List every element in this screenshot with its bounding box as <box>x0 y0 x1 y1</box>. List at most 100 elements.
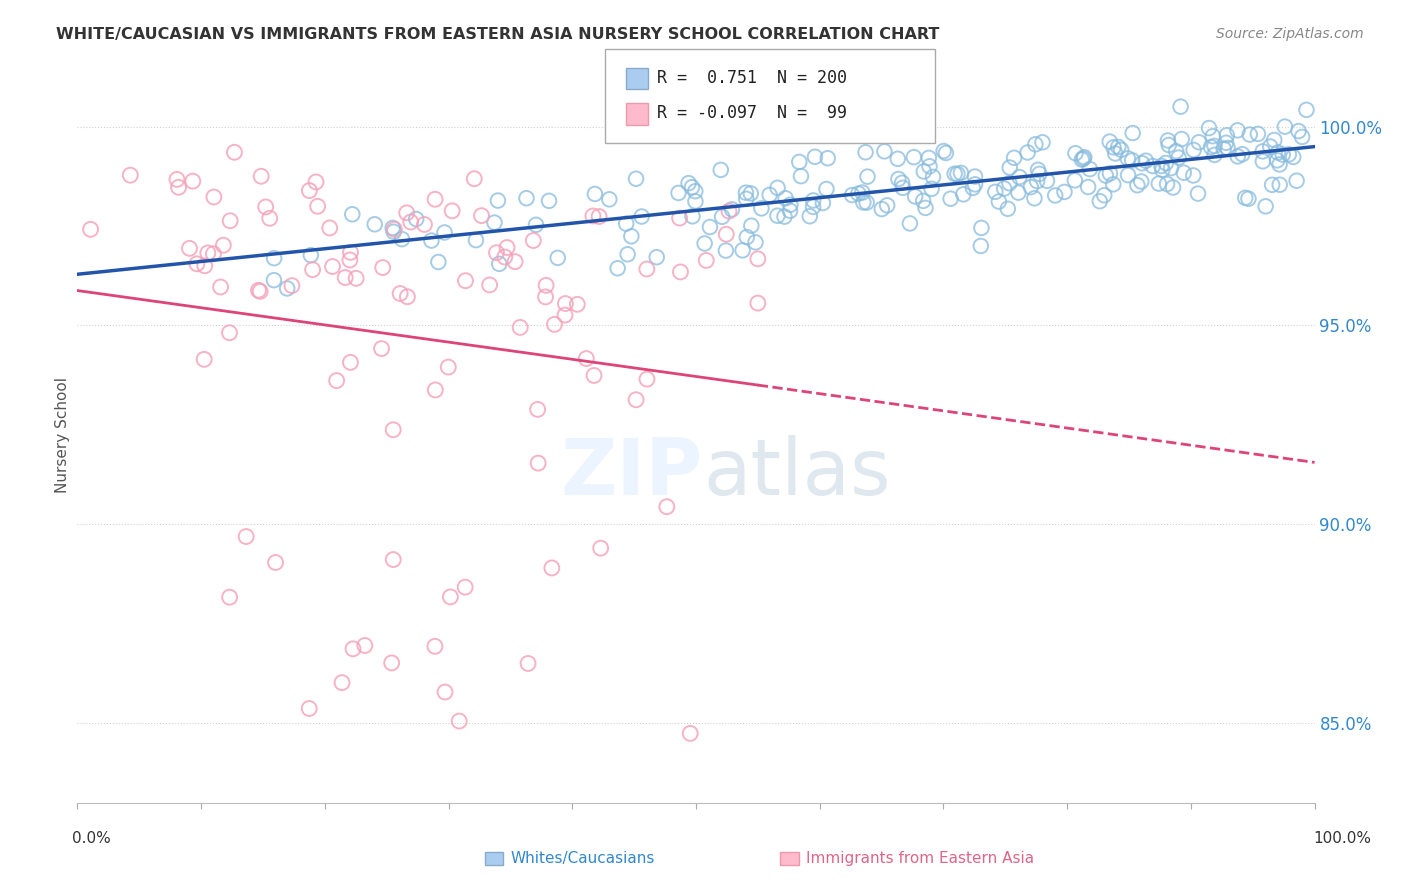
Point <box>247 283 270 297</box>
Point <box>891 181 914 195</box>
Point <box>699 219 721 234</box>
Point <box>1026 162 1049 177</box>
Point <box>381 220 404 235</box>
Point <box>526 402 548 417</box>
Point <box>1150 159 1173 173</box>
Point <box>517 657 540 671</box>
Point <box>449 714 471 728</box>
Point <box>1226 123 1249 137</box>
Text: Immigrants from Eastern Asia: Immigrants from Eastern Asia <box>806 852 1033 866</box>
Point <box>1019 180 1042 194</box>
Point <box>1154 156 1177 170</box>
Point <box>1036 174 1059 188</box>
Point <box>645 250 668 264</box>
Point <box>716 227 738 242</box>
Point <box>186 257 208 271</box>
Point <box>1098 135 1121 149</box>
Point <box>1182 169 1205 183</box>
Point <box>588 210 610 224</box>
Point <box>1026 174 1049 188</box>
Point <box>583 368 606 383</box>
Point <box>1271 147 1294 161</box>
Point <box>1187 186 1209 201</box>
Point <box>710 162 733 177</box>
Point <box>209 280 232 294</box>
Point <box>998 176 1021 190</box>
Point <box>1199 140 1222 154</box>
Point <box>1291 129 1313 144</box>
Point <box>427 255 450 269</box>
Point <box>1254 199 1277 213</box>
Point <box>547 251 569 265</box>
Point <box>470 209 492 223</box>
Point <box>321 260 343 274</box>
Point <box>515 191 537 205</box>
Point <box>1160 161 1182 175</box>
Point <box>1002 151 1025 165</box>
Point <box>534 290 557 304</box>
Point <box>1109 143 1132 157</box>
Point <box>1142 159 1164 173</box>
Point <box>898 216 921 230</box>
Point <box>962 181 984 195</box>
Point <box>678 176 700 190</box>
Point <box>1278 147 1301 161</box>
Point <box>382 225 405 239</box>
Point <box>855 145 877 160</box>
Point <box>212 238 235 252</box>
Point <box>554 308 576 322</box>
Point <box>554 296 576 310</box>
Point <box>339 252 361 267</box>
Point <box>1157 138 1180 153</box>
Point <box>1156 177 1178 191</box>
Point <box>1173 166 1195 180</box>
Text: WHITE/CAUCASIAN VS IMMIGRANTS FROM EASTERN ASIA NURSERY SCHOOL CORRELATION CHART: WHITE/CAUCASIAN VS IMMIGRANTS FROM EASTE… <box>56 27 939 42</box>
Point <box>636 262 658 277</box>
Point <box>939 192 962 206</box>
Point <box>779 198 801 212</box>
Point <box>655 500 678 514</box>
Point <box>811 196 834 211</box>
Point <box>1122 126 1144 140</box>
Point <box>534 278 557 293</box>
Point <box>1166 145 1188 159</box>
Point <box>624 171 647 186</box>
Point <box>943 167 966 181</box>
Point <box>952 187 974 202</box>
Point <box>614 217 637 231</box>
Point <box>1135 153 1157 168</box>
Point <box>193 352 215 367</box>
Point <box>1073 150 1095 164</box>
Point <box>1261 178 1284 192</box>
Point <box>630 210 652 224</box>
Point <box>891 176 914 190</box>
Point <box>998 161 1021 175</box>
Point <box>218 326 240 340</box>
Point <box>1202 129 1225 144</box>
Point <box>624 392 647 407</box>
Point <box>263 251 285 265</box>
Point <box>509 320 531 334</box>
Point <box>734 186 756 200</box>
Point <box>922 169 945 184</box>
Point <box>1102 140 1125 154</box>
Point <box>1094 169 1116 183</box>
Point <box>817 151 839 165</box>
Point <box>486 194 509 208</box>
Point <box>1121 153 1143 168</box>
Point <box>1070 153 1092 167</box>
Point <box>420 234 443 248</box>
Point <box>405 212 427 227</box>
Point <box>1282 150 1305 164</box>
Point <box>668 186 690 200</box>
Point <box>914 201 936 215</box>
Point <box>1161 180 1184 194</box>
Point <box>873 145 896 159</box>
Point <box>970 220 993 235</box>
Point <box>202 246 225 260</box>
Point <box>166 172 188 186</box>
Point <box>801 194 824 208</box>
Point <box>1263 133 1285 147</box>
Point <box>744 235 766 250</box>
Point <box>202 190 225 204</box>
